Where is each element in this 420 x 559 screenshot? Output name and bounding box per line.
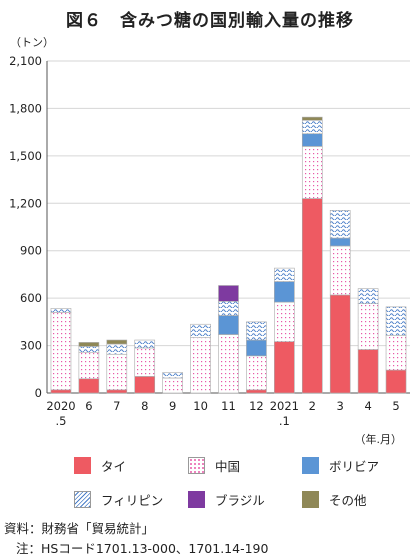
x-tick-label: 2	[309, 399, 316, 413]
bar-segment	[134, 376, 156, 394]
legend-swatch	[74, 491, 91, 508]
bar-segment	[218, 301, 239, 316]
legend-label: フィリピン	[101, 493, 164, 508]
legend-swatch	[302, 457, 319, 474]
bar-segment	[357, 349, 379, 394]
x-tick-label: 11	[221, 399, 236, 413]
bar-segment	[274, 267, 295, 282]
bar-segment	[218, 315, 239, 335]
legend-label: タイ	[101, 459, 127, 474]
y-tick-label: 1,500	[9, 149, 42, 163]
bar-segment	[50, 308, 72, 313]
bar-segment	[78, 346, 100, 353]
bar-segment	[78, 352, 100, 380]
x-tick-label: 2021	[270, 399, 299, 413]
bar-segment	[301, 116, 323, 121]
bar-segment	[385, 334, 407, 371]
bar-segment	[274, 281, 295, 303]
bar-segment	[134, 347, 156, 377]
legend-swatch	[74, 457, 91, 474]
bar-segment	[106, 389, 128, 394]
legend-label: ブラジル	[215, 493, 265, 508]
stacked-bar-chart: （トン） 0 300 600 900 1,200 1,500 1,800 2,100 2020…	[9, 36, 410, 446]
bar-segment	[162, 372, 183, 379]
bar-segment	[329, 237, 351, 247]
x-tick-label: 7	[113, 399, 120, 413]
chart-title: 図６ 含みつ糖の国別輸入量の推移	[66, 11, 354, 31]
bar-segment	[329, 294, 351, 394]
bar-segment	[78, 342, 100, 347]
bar-segment	[246, 321, 267, 341]
bar-segment	[162, 377, 183, 394]
bar-segment	[301, 146, 323, 199]
bar-segment	[50, 389, 72, 394]
note-text: 注：HSコード1701.13-000、1701.14-190	[16, 541, 269, 556]
bar-segment	[246, 339, 267, 357]
bar-segment	[301, 119, 323, 135]
legend-label: ボリビア	[329, 459, 380, 474]
bar-segment	[246, 389, 267, 394]
x-tick-label: 9	[169, 399, 176, 413]
bar-segment	[218, 285, 239, 302]
bar-segment	[246, 355, 267, 391]
x-tick-label: 3	[337, 399, 344, 413]
x-axis-label: （年.月）	[355, 432, 403, 446]
legend-label: その他	[329, 493, 367, 508]
bar-segment	[190, 337, 211, 394]
y-tick-label: 1,800	[9, 101, 42, 115]
bar-segment	[190, 323, 211, 338]
legend-item: フィリピン	[74, 490, 163, 509]
bar-segment	[218, 334, 239, 394]
bar-segment	[301, 133, 323, 147]
y-tick-label: 1,200	[9, 196, 42, 210]
bar-segment	[106, 339, 128, 345]
y-tick-label: 300	[20, 339, 42, 353]
bar-segment	[106, 343, 128, 355]
bar-segment	[274, 301, 295, 342]
bar-segment	[329, 210, 351, 239]
x-tick-label: .5	[55, 414, 66, 428]
bar-segment	[385, 369, 407, 394]
y-tick-label: 2,100	[9, 54, 42, 68]
y-tick-label: 0	[35, 386, 42, 400]
bar-segment	[134, 339, 156, 349]
bar-segment	[78, 378, 100, 394]
x-tick-label: 6	[85, 399, 92, 413]
bar-segment	[357, 288, 379, 304]
legend-item: ボリビア	[302, 456, 379, 475]
x-tick-label: 12	[249, 399, 264, 413]
y-tick-label: 900	[20, 244, 42, 258]
legend-swatch	[302, 491, 319, 508]
x-tick-label: 2020	[46, 399, 75, 413]
x-tick-label: .1	[279, 414, 290, 428]
source-text: 資料：財務省「貿易統計」	[4, 521, 155, 536]
bar-segment	[274, 341, 295, 394]
legend-item: ブラジル	[188, 490, 265, 509]
y-tick-label: 600	[20, 291, 42, 305]
legend: タイ 中国 ボリビアフィリピン ブラジル その他	[0, 450, 420, 520]
bar-segment	[301, 198, 323, 394]
legend-item: タイ	[74, 456, 126, 475]
legend-swatch	[188, 457, 205, 474]
bar-segment	[329, 245, 351, 296]
bar-segment	[106, 353, 128, 391]
bar-segment	[50, 312, 72, 391]
legend-swatch	[188, 491, 205, 508]
x-tick-label: 5	[392, 399, 399, 413]
bar-segment	[357, 303, 379, 350]
legend-item: その他	[302, 490, 367, 509]
x-tick-label: 8	[141, 399, 148, 413]
x-tick-label: 10	[193, 399, 208, 413]
bar-segment	[385, 306, 407, 336]
legend-item: 中国	[188, 456, 240, 475]
legend-label: 中国	[215, 459, 241, 474]
x-tick-label: 4	[364, 399, 371, 413]
y-axis-label: （トン）	[10, 36, 54, 49]
